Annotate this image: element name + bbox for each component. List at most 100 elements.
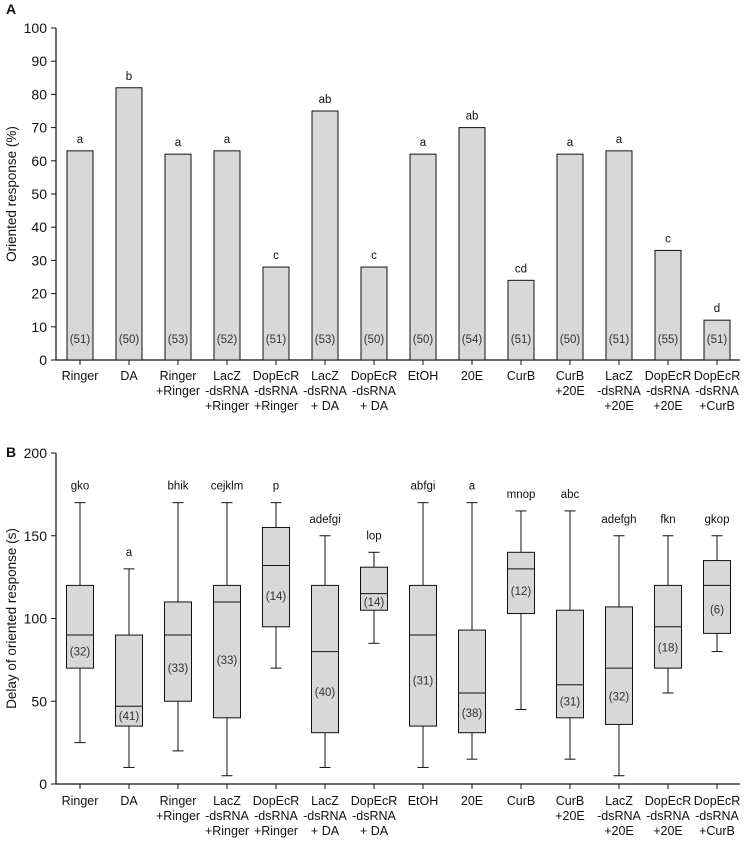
panel-b-sample-size: (32) — [609, 691, 630, 703]
panel-b-significance-letter: gko — [71, 481, 90, 493]
panel-b-significance-letter: adefgi — [309, 514, 340, 526]
panel-b-category-label: Ringer — [62, 794, 99, 808]
panel-a-bar — [556, 153, 584, 361]
panel-b-category-label: DopEcR -dsRNA +CurB — [694, 794, 741, 838]
panel-a-category-label: DopEcR -dsRNA +20E — [645, 369, 692, 413]
panel-a-y-tick-label: 60 — [31, 153, 47, 169]
panel-a-bar — [213, 150, 241, 361]
panel-a-y-tick-label: 100 — [24, 20, 48, 36]
panel-a-category-label: LacZ -dsRNA +Ringer — [205, 369, 250, 413]
panel-a-significance-letter: c — [273, 250, 279, 262]
panel-a-category-label: Ringer — [62, 369, 99, 383]
panel-a-sample-size: (51) — [266, 334, 287, 346]
panel-a-category-label: DopEcR -dsRNA +Ringer — [253, 369, 300, 413]
panel-a-significance-letter: a — [175, 137, 182, 149]
panel-a-category-label: CurB — [507, 369, 535, 383]
panel-b-significance-letter: a — [469, 481, 476, 493]
panel-a-y-tick-label: 20 — [31, 286, 47, 302]
panel-a-category-label: DopEcR -dsRNA + DA — [351, 369, 398, 413]
panel-a-y-tick-label: 50 — [31, 186, 47, 202]
panel-a-y-tick-label: 30 — [31, 252, 47, 268]
panel-b-sample-size: (32) — [70, 647, 91, 659]
panel-a-y-tick-label: 70 — [31, 120, 47, 136]
panel-b-box — [360, 566, 388, 611]
panel-a-y-tick-label: 90 — [31, 53, 47, 69]
panel-a-significance-letter: b — [126, 71, 132, 83]
panel-b-box — [262, 526, 290, 628]
panel-a-sample-size: (52) — [217, 334, 238, 346]
panel-a-significance-letter: ab — [319, 94, 332, 106]
panel-a-y-tick-label: 10 — [31, 319, 47, 335]
panel-b-significance-letter: adefgh — [601, 514, 636, 526]
panel-a-significance-letter: a — [224, 134, 231, 146]
panel-b-sample-size: (41) — [119, 711, 140, 723]
panel-b-y-tick-label: 200 — [24, 445, 48, 461]
panel-a-category-label: CurB +20E — [555, 369, 585, 398]
panel-a-bar — [703, 319, 731, 361]
panel-a-sample-size: (50) — [560, 334, 581, 346]
panel-b-category-label: 20E — [461, 794, 483, 808]
panel-b-box — [164, 601, 192, 702]
panel-b-sample-size: (18) — [658, 642, 679, 654]
panel-b-category-label: LacZ -dsRNA +20E — [597, 794, 641, 838]
panel-b-box — [507, 551, 535, 615]
panel-a-sample-size: (53) — [168, 334, 189, 346]
panel-a-significance-letter: c — [665, 233, 671, 245]
panel-a-bar — [311, 110, 339, 361]
panel-b-sample-size: (14) — [266, 591, 287, 603]
panel-b-sample-size: (14) — [364, 597, 385, 609]
panel-a-significance-letter: a — [616, 134, 623, 146]
panel-b-box — [115, 634, 143, 727]
panel-a-significance-letter: a — [77, 134, 84, 146]
panel-a-significance-letter: a — [567, 137, 574, 149]
panel-b-box — [66, 584, 94, 669]
panel-b-category-label: EtOH — [408, 794, 439, 808]
panel-a-bar — [507, 279, 535, 361]
panel-b-significance-letter: mnop — [507, 489, 536, 501]
panel-b-category-label: DA — [120, 794, 138, 808]
panel-a-sample-size: (53) — [315, 334, 336, 346]
panel-a-sample-size: (50) — [364, 334, 385, 346]
panel-b-y-tick-label: 150 — [24, 528, 48, 544]
panel-b-category-label: DopEcR -dsRNA +Ringer — [253, 794, 300, 838]
panel-a-sample-size: (50) — [413, 334, 434, 346]
panel-b-y-tick-label: 0 — [39, 776, 47, 792]
panel-a-category-label: 20E — [461, 369, 483, 383]
panel-b-box — [605, 606, 633, 725]
panel-b-category-label: LacZ -dsRNA + DA — [303, 794, 347, 838]
panel-a-sample-size: (51) — [707, 334, 728, 346]
panel-a-bar — [409, 153, 437, 361]
panel-a-sample-size: (51) — [511, 334, 532, 346]
panel-b-sample-size: (33) — [168, 663, 189, 675]
panel-a-bar — [458, 127, 486, 361]
panel-b-box — [311, 584, 339, 734]
panel-a-sample-size: (51) — [70, 334, 91, 346]
panel-a-sample-size: (50) — [119, 334, 140, 346]
panel-a-y-tick-label: 0 — [39, 352, 47, 368]
panel-a-category-label: LacZ -dsRNA + DA — [303, 369, 347, 413]
panel-b-box — [703, 560, 731, 634]
panel-b-significance-letter: cejklm — [211, 481, 244, 493]
panel-a-letter: A — [6, 1, 16, 17]
panel-b-sample-size: (31) — [413, 676, 434, 688]
panel-a-category-label: DopEcR -dsRNA +CurB — [694, 369, 741, 413]
panel-b-box — [556, 609, 584, 719]
panel-a-sample-size: (54) — [462, 334, 483, 346]
panel-a-bar — [66, 150, 94, 361]
panel-b-significance-letter: p — [273, 481, 279, 493]
panel-b-significance-letter: lop — [366, 530, 381, 542]
panel-a-bar — [164, 153, 192, 361]
panel-a-sample-size: (51) — [609, 334, 630, 346]
panel-a-bar — [360, 266, 388, 361]
panel-b-box — [409, 584, 437, 727]
panel-a-y-tick-label: 80 — [31, 86, 47, 102]
panel-b-sample-size: (33) — [217, 655, 238, 667]
panel-a-category-label: EtOH — [408, 369, 439, 383]
panel-b-significance-letter: abfgi — [411, 481, 436, 493]
panel-b-letter: B — [6, 444, 16, 460]
panel-b-y-tick-label: 100 — [24, 611, 48, 627]
panel-b-category-label: LacZ -dsRNA +Ringer — [205, 794, 250, 838]
panel-a-bar — [654, 249, 682, 361]
panel-b-sample-size: (38) — [462, 708, 483, 720]
